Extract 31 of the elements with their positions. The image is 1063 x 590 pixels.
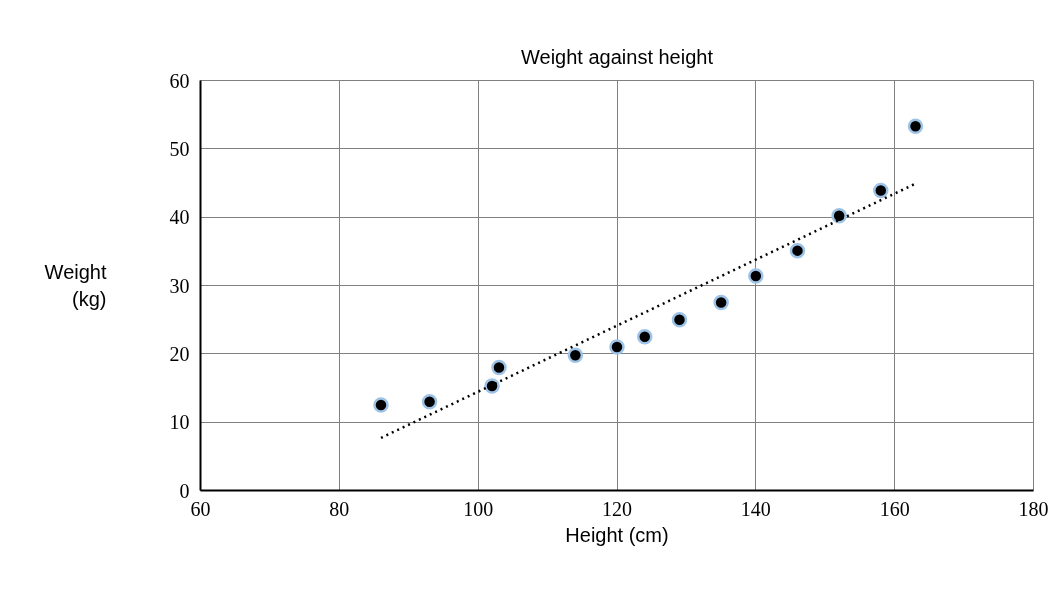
y-axis-title: Weight (kg) xyxy=(44,261,107,310)
point xyxy=(713,294,729,311)
x-tick-label: 60 xyxy=(190,497,211,520)
y-tick-label: 10 xyxy=(169,411,190,434)
x-tick-label: 100 xyxy=(463,497,494,520)
x-tick-label: 120 xyxy=(602,497,632,520)
point xyxy=(421,393,438,410)
point xyxy=(491,359,507,376)
point xyxy=(484,378,500,394)
y-tick-label: 50 xyxy=(169,137,190,160)
x-tick-label: 180 xyxy=(1018,497,1049,520)
point xyxy=(831,208,847,224)
y-tick-label: 20 xyxy=(169,342,190,365)
y-tick-label: 60 xyxy=(169,69,190,92)
x-tick-label: 80 xyxy=(329,497,350,520)
x-tick-label: 160 xyxy=(879,497,910,520)
point xyxy=(671,311,688,328)
point xyxy=(789,242,806,259)
y-tick-label: 40 xyxy=(169,206,190,229)
point xyxy=(373,397,389,413)
point xyxy=(637,329,653,345)
point xyxy=(873,182,889,199)
point xyxy=(907,118,924,135)
point xyxy=(567,347,584,363)
y-tick-label: 30 xyxy=(169,274,190,297)
point xyxy=(609,339,625,355)
x-tick-label: 140 xyxy=(740,497,771,520)
y-tick-label: 0 xyxy=(179,479,190,502)
chart-title: Weight against height xyxy=(521,46,714,68)
point xyxy=(748,268,764,284)
x-axis-title: Height (cm) xyxy=(565,523,669,546)
